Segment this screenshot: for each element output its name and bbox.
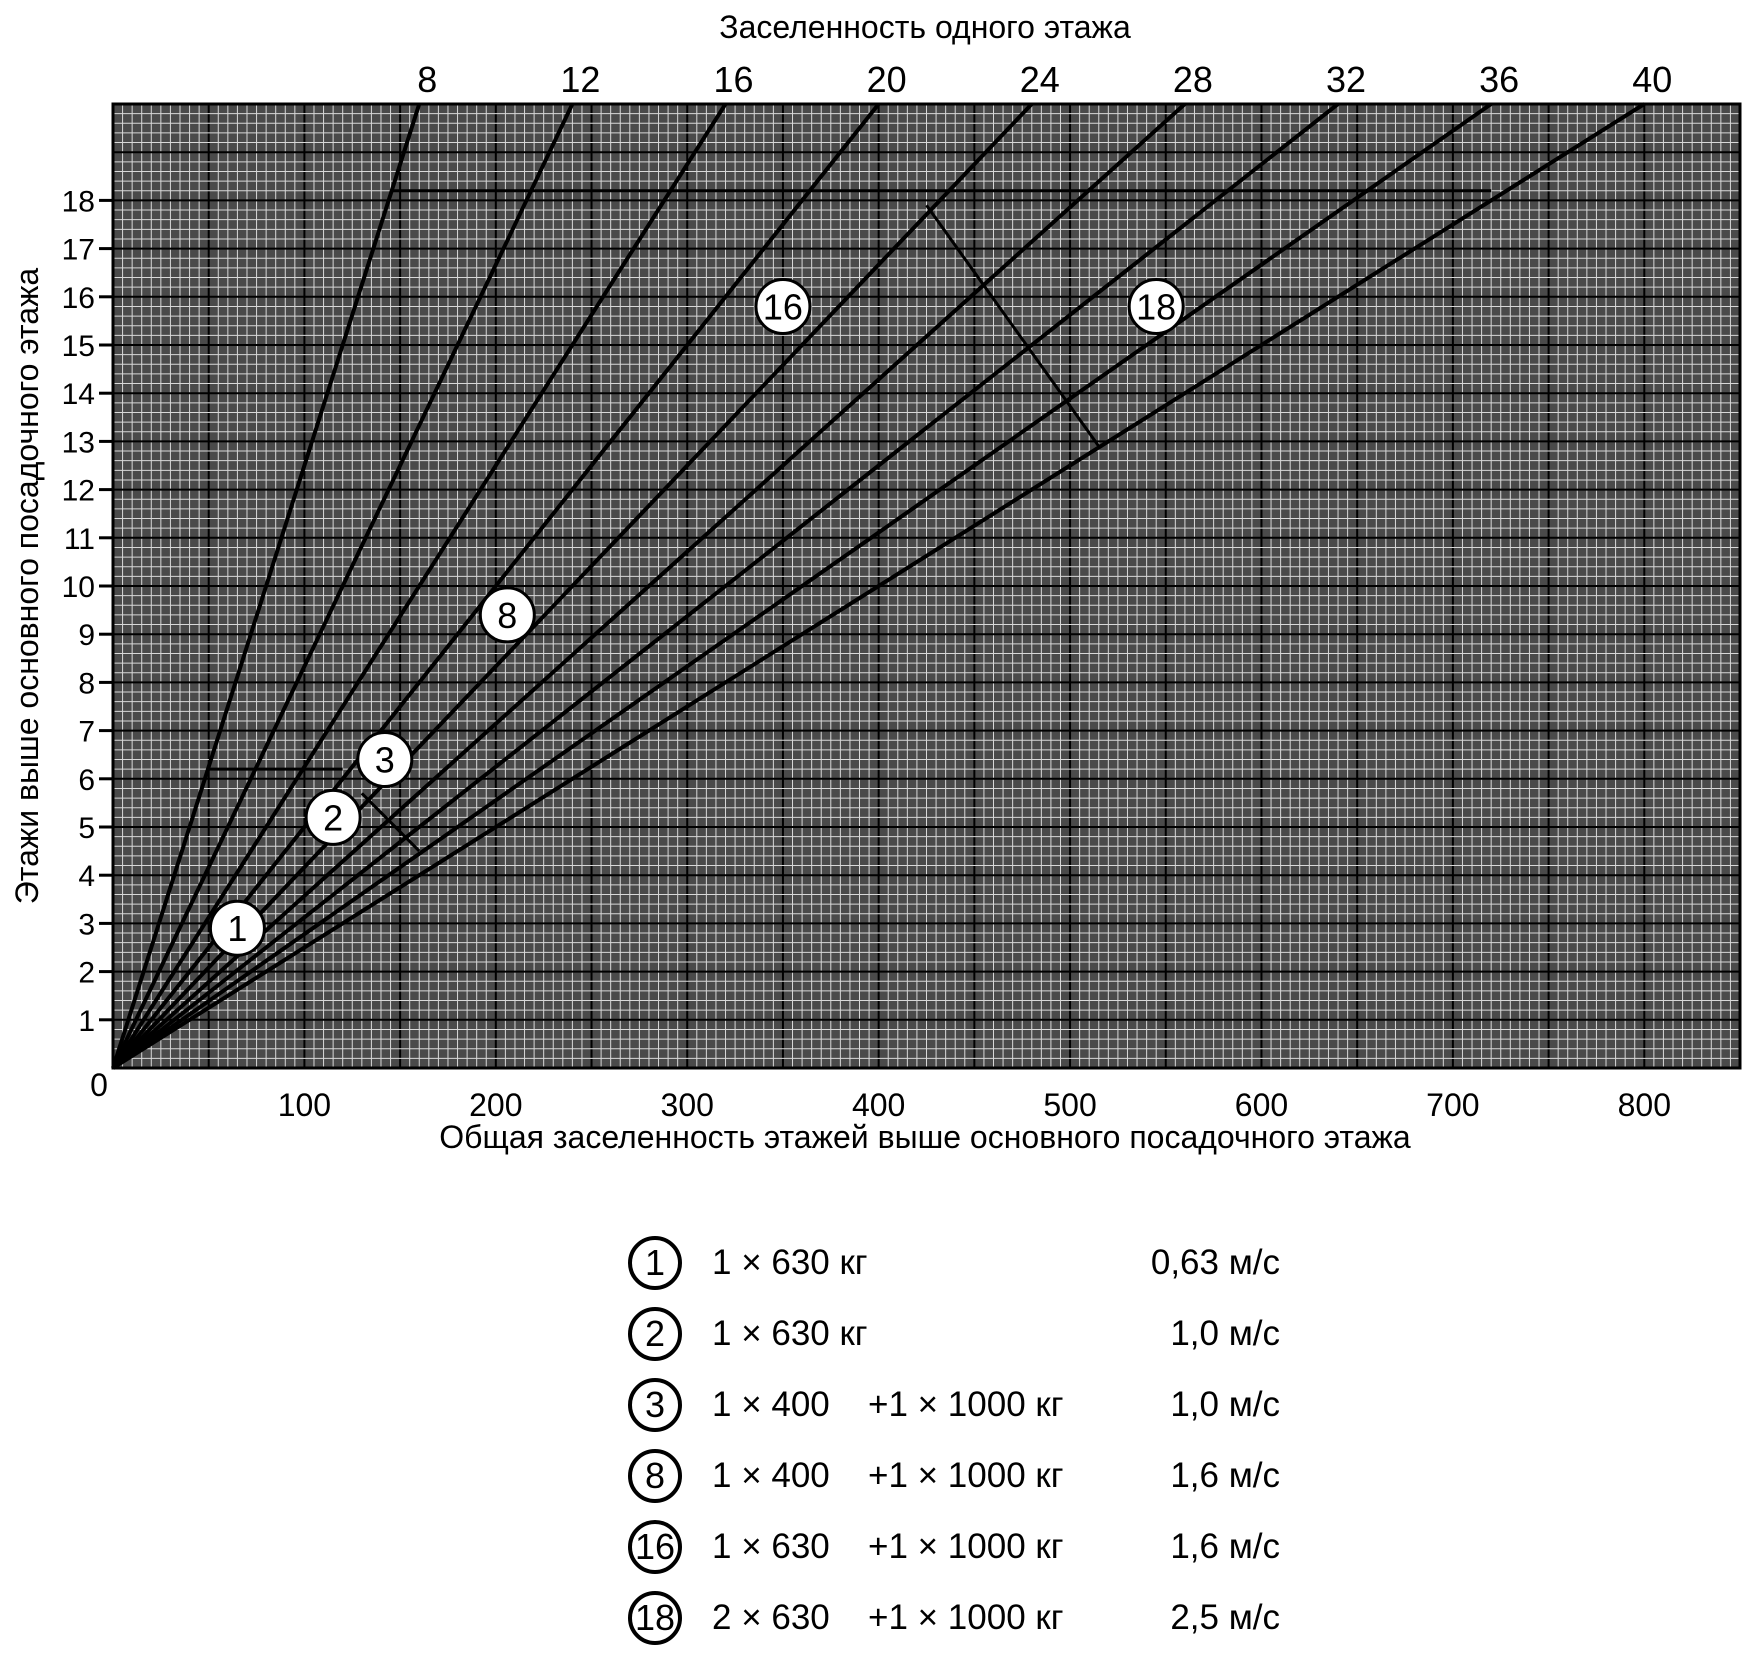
y-tick-label: 18: [62, 185, 95, 218]
x-tick-label: 500: [1043, 1087, 1096, 1123]
series-labels: 8 12 16 20 24 28 32 36 40: [417, 59, 1672, 100]
series-label: 16: [713, 59, 753, 100]
series-label: 40: [1632, 59, 1672, 100]
legend-extra: +1 × 1000 кг: [868, 1527, 1064, 1566]
series-label: 36: [1479, 59, 1519, 100]
chart-annotations: 1 23 8 16 18: [208, 277, 1185, 957]
annotation-label: 16: [763, 286, 803, 327]
x-tick-label: 400: [852, 1087, 905, 1123]
legend-row: 3 1 × 400 +1 × 1000 кг 1,0 м/с: [620, 1372, 1320, 1443]
chart-title: Заселенность одного этажа: [719, 9, 1131, 45]
legend-config: 1 × 630: [712, 1527, 830, 1566]
series-line-12: [111, 103, 575, 1069]
legend-row: 8 1 × 400 +1 × 1000 кг 1,6 м/с: [620, 1443, 1320, 1514]
legend-config: 1 × 400: [712, 1456, 830, 1495]
y-tick-label: 10: [62, 571, 95, 604]
y-tick-label: 14: [62, 378, 95, 411]
y-axis-label: Этажи выше основного посадочного этажа: [9, 268, 45, 905]
series-line-36: [111, 102, 1493, 1070]
chart-grid: [112, 103, 1741, 1069]
series-line-24: [111, 102, 1034, 1070]
annotation-marker: [208, 899, 266, 957]
x-tick-label: 200: [469, 1087, 522, 1123]
reference-line: [925, 204, 1100, 448]
series-label: 28: [1173, 59, 1213, 100]
annotation-label: 3: [375, 740, 395, 781]
annotation-marker: [304, 788, 362, 846]
y-tick-label: 13: [62, 426, 95, 459]
annotation-marker: [754, 277, 812, 335]
legend-config: 1 × 400: [712, 1385, 830, 1424]
x-tick-label: 800: [1618, 1087, 1671, 1123]
x-tick-label: 100: [278, 1087, 331, 1123]
legend-config: 1 × 630 кг: [712, 1314, 868, 1353]
y-tick-label: 12: [62, 475, 95, 508]
legend-marker: 1: [628, 1236, 682, 1290]
annotation-marker: [356, 731, 414, 789]
y-tick-label: 7: [78, 716, 95, 749]
series-label: 8: [417, 59, 437, 100]
series-line-16: [111, 102, 728, 1070]
legend-speed: 1,6 м/с: [1170, 1456, 1280, 1495]
legend-config: 2 × 630: [712, 1598, 830, 1637]
legend-marker: 8: [628, 1449, 682, 1503]
y-tick-label: 15: [62, 330, 95, 363]
annotation-marker: [1127, 277, 1185, 335]
legend-speed: 2,5 м/с: [1170, 1598, 1280, 1637]
y-tick-label: 16: [62, 282, 95, 315]
y-tick-label: 4: [78, 860, 95, 893]
y-tick-label: 17: [62, 234, 95, 267]
annotation-label: 18: [1136, 286, 1176, 327]
chart-lines: [111, 102, 1646, 1070]
annotation-label: 8: [497, 595, 517, 636]
legend-marker: 18: [628, 1591, 682, 1645]
y-tick-label: 8: [78, 667, 95, 700]
series-label: 32: [1326, 59, 1366, 100]
legend-row: 1 1 × 630 кг 0,63 м/с: [620, 1230, 1320, 1301]
reference-line: [360, 792, 421, 853]
legend-extra: +1 × 1000 кг: [868, 1598, 1064, 1637]
y-tick-label: 11: [64, 523, 95, 556]
annotation-label: 2: [323, 797, 343, 838]
chart-reference-lines: [208, 189, 1492, 853]
series-label: 20: [867, 59, 907, 100]
legend-extra: +1 × 1000 кг: [868, 1385, 1064, 1424]
legend-extra: +1 × 1000 кг: [868, 1456, 1064, 1495]
legend-marker: 2: [628, 1307, 682, 1361]
legend-marker: 16: [628, 1520, 682, 1574]
y-tick-label: 5: [78, 812, 95, 845]
y-tick-label: 3: [78, 908, 95, 941]
legend-row: 18 2 × 630 +1 × 1000 кг 2,5 м/с: [620, 1585, 1320, 1656]
y-tick-label: 1: [78, 1005, 95, 1038]
legend-speed: 1,0 м/с: [1170, 1385, 1280, 1424]
y-tick-label: 2: [78, 957, 95, 990]
series-line-28: [111, 102, 1187, 1070]
x-tick-label: 700: [1426, 1087, 1479, 1123]
series-line-32: [111, 102, 1340, 1070]
x-axis-label: Общая заселенность этажей выше основного…: [439, 1119, 1411, 1155]
x-tick-label: 600: [1235, 1087, 1288, 1123]
series-line-40: [111, 102, 1646, 1070]
legend-speed: 0,63 м/с: [1150, 1243, 1280, 1282]
legend: 1 1 × 630 кг 0,63 м/с 2 1 × 630 кг 1,0 м/с 3 1 …: [620, 1230, 1320, 1656]
y-tick-label: 9: [78, 619, 95, 652]
legend-config: 1 × 630 кг: [712, 1243, 868, 1282]
legend-speed: 1,0 м/с: [1170, 1314, 1280, 1353]
series-label: 24: [1020, 59, 1060, 100]
legend-row: 16 1 × 630 +1 × 1000 кг 1,6 м/с: [620, 1514, 1320, 1585]
y-tick-label: 6: [78, 764, 95, 797]
series-line-8: [111, 103, 422, 1069]
annotation-label: 1: [227, 908, 247, 949]
x-tick-label: 0: [90, 1067, 108, 1103]
series-label: 12: [560, 59, 600, 100]
legend-row: 2 1 × 630 кг 1,0 м/с: [620, 1301, 1320, 1372]
x-tick-label: 300: [661, 1087, 714, 1123]
annotation-marker: [478, 586, 536, 644]
legend-marker: 3: [628, 1378, 682, 1432]
legend-speed: 1,6 м/с: [1170, 1527, 1280, 1566]
